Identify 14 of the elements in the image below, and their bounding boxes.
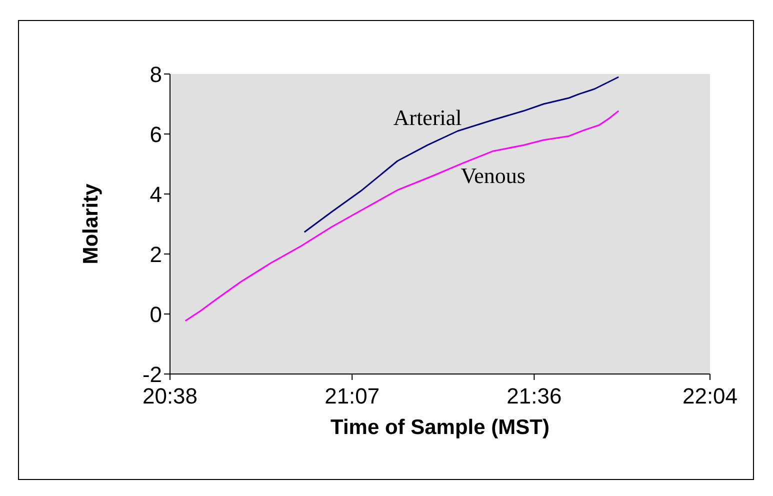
y-tick-label: 6 <box>150 122 162 147</box>
y-tick-label: 2 <box>150 242 162 267</box>
series-label: Venous <box>460 163 526 188</box>
series-label: Arterial <box>393 105 462 130</box>
line-series <box>304 76 620 233</box>
x-tick-label: 21:36 <box>506 384 562 409</box>
x-tick-label: 22:04 <box>682 384 738 409</box>
y-tick-label: 0 <box>150 302 162 327</box>
line-series <box>184 110 620 322</box>
x-axis-title: Time of Sample (MST) <box>330 416 550 440</box>
y-axis-title: Molarity <box>79 183 102 264</box>
y-tick-label: 8 <box>150 62 162 87</box>
x-tick-label: 21:07 <box>324 384 380 409</box>
y-tick-label: 4 <box>150 182 162 207</box>
